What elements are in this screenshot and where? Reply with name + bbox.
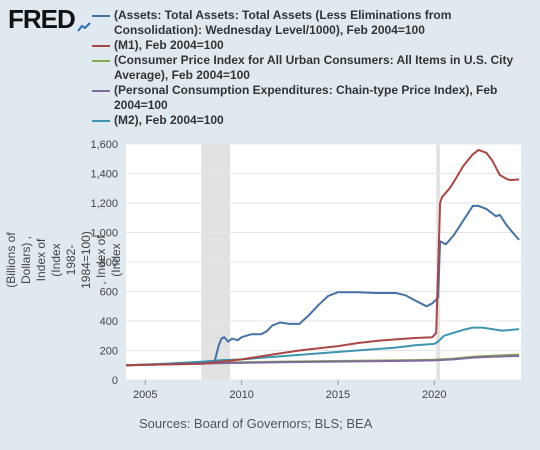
x-tick-label: 2005 [133,389,157,401]
y-tick-label: 1,600 [90,139,118,151]
gridlines [126,143,521,381]
legend-swatch [92,60,110,62]
legend-item-pce[interactable]: (Personal Consumption Expenditures: Chai… [92,83,532,113]
fred-logo: FRED [8,4,91,35]
y-tick-label: 400 [100,316,118,328]
y-tick-label: 600 [100,287,118,299]
logo-text: FRED [8,4,76,34]
series-line-1 [125,148,520,367]
legend-label: (Personal Consumption Expenditures: Chai… [114,83,498,112]
legend-item-cpi[interactable]: (Consumer Price Index for All Urban Cons… [92,53,532,83]
x-tick-label: 2010 [229,389,253,401]
y-tick-label: 0 [112,375,118,387]
legend-label: (M1), Feb 2004=100 [114,38,224,52]
x-tick-label: 2020 [422,389,446,401]
legend-label: (Consumer Price Index for All Urban Cons… [114,53,514,82]
legend-swatch [92,45,110,47]
legend-swatch [92,15,110,17]
legend-swatch [92,120,110,122]
source-note: Sources: Board of Governors; BLS; BEA [139,416,373,431]
y-tick-label: 200 [100,346,118,358]
chart-legend: (Assets: Total Assets: Total Assets (Les… [92,8,532,128]
y-tick-label: 1,400 [90,169,118,181]
legend-swatch [92,90,110,92]
logo-chart-icon [77,8,91,32]
legend-item-assets[interactable]: (Assets: Total Assets: Total Assets (Les… [92,8,532,38]
legend-item-m1[interactable]: (M1), Feb 2004=100 [92,38,532,53]
legend-label: (M2), Feb 2004=100 [114,113,224,127]
legend-item-m2[interactable]: (M2), Feb 2004=100 [92,113,532,128]
legend-label: (Assets: Total Assets: Total Assets (Les… [114,8,452,37]
series-lines [125,148,520,367]
series-line-3 [125,355,520,367]
y-tick-label: 800 [100,257,118,269]
y-tick-label: 1,200 [90,198,118,210]
y-axis-ticks: 0 200 400 600 800 1,000 1,200 1,400 1,600 [90,139,118,387]
series-line-0 [125,204,520,367]
x-axis-ticks: 2005 2010 2015 2020 [133,380,447,401]
y-tick-label: 1,000 [90,228,118,240]
x-tick-label: 2015 [326,389,350,401]
